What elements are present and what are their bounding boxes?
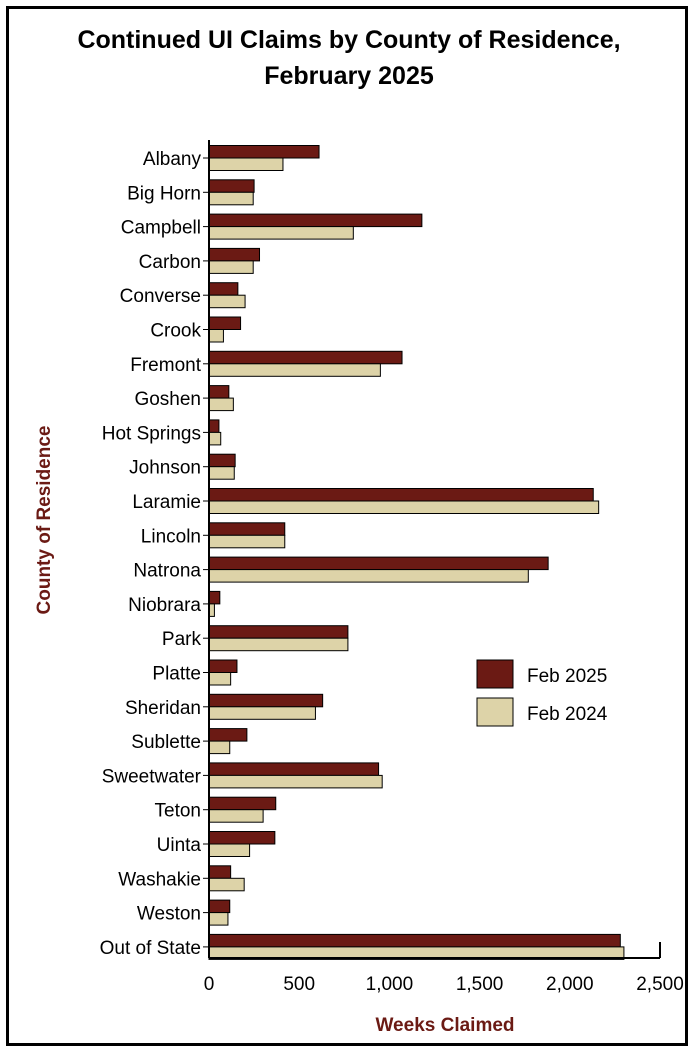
bar-feb-2025-converse	[208, 282, 239, 296]
y-tick-label-hot-springs: Hot Springs	[102, 423, 201, 444]
bars-layer	[208, 145, 625, 960]
bar-feb-2024-hot-springs	[208, 431, 222, 446]
bar-feb-2024-teton	[208, 809, 264, 823]
bar-feb-2025-lincoln	[208, 522, 286, 536]
bar-feb-2025-goshen	[208, 385, 230, 399]
legend-swatch-feb-2024	[476, 697, 514, 727]
bar-feb-2025-washakie	[208, 865, 232, 879]
bar-feb-2025-teton	[208, 796, 277, 811]
bar-feb-2025-laramie	[208, 488, 594, 502]
bar-feb-2024-big-horn	[208, 191, 254, 206]
x-tick-label-2500: 2,500	[636, 974, 684, 995]
bar-feb-2024-sweetwater	[208, 774, 383, 789]
bar-feb-2024-campbell	[208, 226, 354, 240]
bar-feb-2025-albany	[208, 145, 320, 159]
bar-feb-2025-fremont	[208, 350, 403, 365]
bar-feb-2024-uinta	[208, 843, 251, 857]
y-tick-label-teton: Teton	[155, 801, 201, 822]
bar-feb-2024-washakie	[208, 877, 245, 892]
y-tick-label-washakie: Washakie	[118, 869, 201, 890]
bar-feb-2024-platte	[208, 672, 232, 686]
bar-feb-2025-campbell	[208, 213, 423, 228]
y-tick-label-natrona: Natrona	[133, 561, 201, 582]
y-tick-label-goshen: Goshen	[134, 389, 201, 410]
bar-feb-2024-albany	[208, 157, 284, 171]
bar-feb-2024-converse	[208, 294, 246, 309]
y-tick-label-campbell: Campbell	[121, 218, 201, 239]
bar-feb-2024-weston	[208, 912, 229, 926]
y-tick-label-carbon: Carbon	[139, 252, 201, 273]
chart-title: Continued UI Claims by County of Residen…	[77, 26, 621, 90]
y-tick-label-uinta: Uinta	[157, 835, 202, 856]
bar-feb-2025-sweetwater	[208, 762, 380, 776]
bar-feb-2025-platte	[208, 659, 238, 673]
bar-feb-2025-hot-springs	[208, 419, 220, 433]
bar-feb-2025-big-horn	[208, 179, 255, 193]
bar-feb-2025-park	[208, 625, 349, 639]
bar-feb-2025-niobrara	[208, 590, 221, 605]
bar-feb-2024-crook	[208, 329, 224, 343]
bar-feb-2024-johnson	[208, 466, 235, 480]
y-tick-label-johnson: Johnson	[129, 458, 201, 479]
bar-feb-2025-sheridan	[208, 693, 324, 708]
bar-feb-2024-sheridan	[208, 706, 316, 720]
x-tick-label-500: 500	[283, 974, 315, 995]
y-tick-label-lincoln: Lincoln	[141, 526, 201, 547]
x-tick-label-2000: 2,000	[546, 974, 594, 995]
x-tick-label-0: 0	[204, 974, 215, 995]
bar-feb-2024-laramie	[208, 500, 600, 514]
y-tick-label-fremont: Fremont	[130, 355, 201, 376]
y-tick-label-park: Park	[162, 629, 202, 650]
x-axis-title: Weeks Claimed	[375, 1015, 514, 1036]
y-tick-label-sheridan: Sheridan	[125, 698, 201, 719]
bar-feb-2024-natrona	[208, 569, 529, 583]
legend: Feb 2025 Feb 2024	[476, 659, 608, 727]
bar-feb-2025-carbon	[208, 247, 261, 262]
y-tick-label-niobrara: Niobrara	[128, 595, 201, 616]
bar-feb-2024-fremont	[208, 363, 381, 377]
chart-frame	[6, 6, 688, 1046]
y-axis-title: County of Residence	[34, 426, 55, 615]
y-tick-label-sweetwater: Sweetwater	[102, 766, 202, 787]
bar-feb-2025-crook	[208, 316, 242, 330]
bar-feb-2025-weston	[208, 899, 231, 914]
legend-label-feb-2025: Feb 2025	[527, 666, 607, 687]
y-tick-label-crook: Crook	[150, 321, 201, 342]
bar-feb-2025-out-of-state	[208, 933, 621, 948]
y-tick-label-albany: Albany	[143, 149, 202, 170]
y-tick-label-sublette: Sublette	[131, 732, 201, 753]
y-tick-label-big-horn: Big Horn	[127, 183, 201, 204]
y-tick-label-out-of-state: Out of State	[100, 938, 201, 959]
y-tick-label-laramie: Laramie	[132, 492, 201, 513]
bar-feb-2025-johnson	[208, 453, 236, 468]
x-tick-label-1000: 1,000	[366, 974, 414, 995]
legend-label-feb-2024: Feb 2024	[527, 704, 608, 725]
bar-feb-2025-uinta	[208, 831, 276, 845]
y-tick-label-weston: Weston	[137, 904, 201, 925]
y-tick-label-converse: Converse	[120, 286, 201, 307]
labels-layer: Albany Big Horn Campbell Carbon Converse Croo…	[100, 149, 684, 995]
legend-swatch-feb-2025	[476, 659, 514, 689]
bar-feb-2024-goshen	[208, 397, 234, 412]
bar-feb-2024-carbon	[208, 260, 254, 274]
y-tick-label-platte: Platte	[152, 664, 201, 685]
bar-feb-2024-sublette	[208, 740, 231, 755]
axes-layer	[203, 140, 661, 959]
bar-feb-2024-lincoln	[208, 534, 286, 549]
x-tick-label-1500: 1,500	[456, 974, 504, 995]
bar-feb-2025-sublette	[208, 728, 248, 742]
bar-feb-2025-natrona	[208, 556, 549, 571]
bar-feb-2024-park	[208, 637, 349, 652]
